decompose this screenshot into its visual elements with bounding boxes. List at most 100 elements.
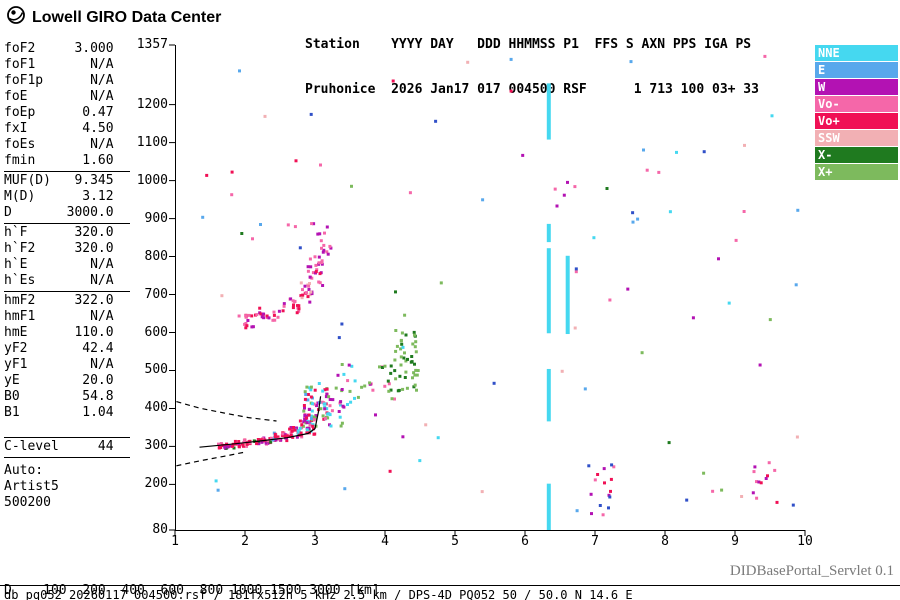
echo-point <box>328 398 332 401</box>
echo-point <box>309 388 313 392</box>
param-row-md: M(D) 3.12 <box>4 189 114 204</box>
echo-point <box>675 150 678 154</box>
echo-point <box>242 438 246 442</box>
echo-point <box>403 313 407 317</box>
echo-point <box>272 313 276 317</box>
echo-point <box>317 255 321 259</box>
echo-point <box>626 287 630 291</box>
echo-point <box>318 281 322 285</box>
echo-point <box>294 426 298 430</box>
echo-point <box>273 318 277 322</box>
echo-point <box>322 243 326 247</box>
echo-point <box>228 444 232 448</box>
station-header-row1: Station YYYY DAY DDD HHMMSS P1 FFS S AXN… <box>305 37 752 52</box>
echo-point <box>318 232 322 236</box>
echo-point <box>596 473 600 476</box>
echo-point <box>411 376 414 380</box>
echo-point <box>232 446 236 450</box>
echo-point <box>321 414 325 418</box>
echo-point <box>306 393 310 396</box>
echo-point <box>276 315 280 319</box>
echo-point <box>767 461 771 465</box>
echo-point <box>389 364 393 368</box>
echo-point <box>299 294 303 298</box>
echo-point <box>255 313 259 317</box>
param-row-yf1: yF1 N/A <box>4 357 114 372</box>
echo-point <box>347 363 351 367</box>
echo-point <box>341 404 345 408</box>
echo-point <box>315 268 319 272</box>
echo-point <box>237 445 241 449</box>
echo-point <box>241 443 245 447</box>
echo-point <box>237 314 241 318</box>
echo-point <box>233 439 237 443</box>
param-row-hf: h`F 320.0 <box>4 225 114 240</box>
echo-point <box>306 269 310 273</box>
echo-point <box>413 383 417 387</box>
param-group: h`F 320.0 h`F2 320.0 h`E N/A h`Es N/A <box>4 224 130 292</box>
echo-point <box>303 397 307 401</box>
trace-curve-dashed <box>176 451 246 467</box>
echo-point <box>328 404 332 408</box>
echo-point <box>608 298 612 302</box>
echo-point <box>268 437 272 441</box>
echo-point <box>308 275 312 279</box>
echo-point <box>631 220 635 224</box>
echo-point <box>297 307 301 311</box>
echo-point <box>307 413 311 417</box>
x-tick-label: 7 <box>591 534 599 549</box>
echo-point <box>389 388 393 392</box>
legend-item-e: E <box>815 62 898 78</box>
echo-point <box>325 225 329 229</box>
rfi-line <box>546 223 551 243</box>
echo-point <box>331 398 335 402</box>
echo-point <box>271 438 275 442</box>
echo-point <box>403 351 406 355</box>
echo-point <box>238 69 241 73</box>
echo-point <box>408 191 412 195</box>
echo-point <box>304 414 308 418</box>
echo-point <box>607 506 610 510</box>
echo-point <box>318 272 322 276</box>
echo-point <box>323 407 327 411</box>
echo-point <box>217 442 220 446</box>
param-row-fof1: foF1 N/A <box>4 57 114 72</box>
echo-point <box>308 407 312 411</box>
echo-point <box>300 423 304 427</box>
echo-point <box>205 173 209 177</box>
echo-point <box>573 326 577 330</box>
echo-point <box>393 358 397 362</box>
autoscaling-info: Auto: Artist5 500200 <box>4 458 130 511</box>
echo-point <box>303 417 307 421</box>
param-row-hes: h`Es N/A <box>4 273 114 288</box>
echo-point <box>360 385 364 389</box>
echo-point <box>269 436 273 440</box>
echo-point <box>316 401 320 405</box>
echo-point <box>742 210 746 213</box>
echo-point <box>393 369 397 373</box>
echo-point <box>434 119 438 123</box>
echo-point <box>401 387 405 391</box>
echo-point <box>509 57 513 61</box>
echo-point <box>292 426 295 429</box>
echo-point <box>759 481 763 485</box>
echo-point <box>257 442 261 446</box>
echo-point <box>356 395 360 399</box>
echo-point <box>740 495 744 498</box>
echo-point <box>657 170 661 174</box>
echo-point <box>305 416 309 420</box>
echo-point <box>339 424 343 428</box>
servlet-version-label: DIDBasePortal_Servlet 0.1 <box>729 563 894 579</box>
echo-point <box>394 290 397 294</box>
echo-point <box>394 329 398 332</box>
echo-point <box>285 434 289 438</box>
echo-point <box>605 187 609 190</box>
y-tick-label: 600 <box>144 325 168 340</box>
echo-point <box>291 299 295 303</box>
echo-point <box>283 434 287 438</box>
echo-type-legend: NNE E W Vo- Vo+ SSW X- X+ <box>815 45 898 181</box>
param-row-clevel: C-level 44 <box>4 439 114 454</box>
echo-point <box>481 198 485 202</box>
echo-point <box>247 313 251 317</box>
param-row-fxi: fxI 4.50 <box>4 121 114 136</box>
